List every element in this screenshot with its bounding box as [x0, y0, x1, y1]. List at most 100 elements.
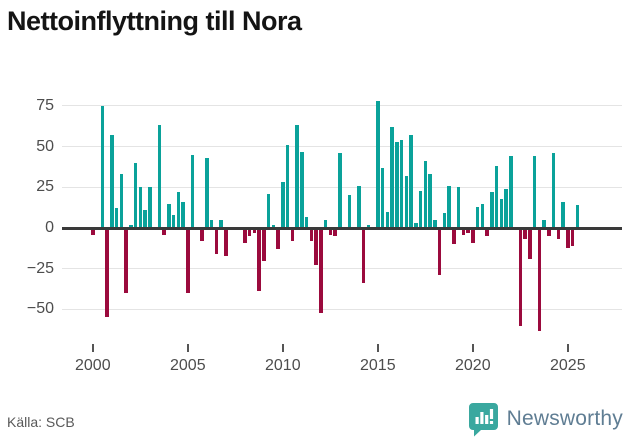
bar-quarter-45 — [304, 216, 309, 228]
bar-quarter-35 — [257, 228, 261, 292]
brand-name-text: Newsworthy — [506, 407, 623, 430]
y-axis-tick-label: 50 — [36, 137, 54, 155]
bar-quarter-51 — [333, 228, 337, 237]
bar-quarter-78 — [461, 228, 466, 235]
gridline-y-50 — [62, 308, 622, 310]
bar-quarter-40 — [281, 182, 285, 228]
bar-quarter-84 — [490, 192, 494, 228]
bar-quarter-43 — [295, 125, 299, 228]
bar-quarter-87 — [504, 188, 508, 228]
bar-quarter-86 — [499, 198, 504, 228]
bar-quarter-95 — [542, 219, 546, 228]
bar-quarter-71 — [428, 174, 432, 228]
bar-quarter-70 — [423, 161, 428, 228]
bar-quarter-76 — [452, 228, 456, 245]
bar-quarter-46 — [309, 228, 314, 242]
x-axis-tick-2020 — [471, 344, 474, 352]
x-axis-label-2020: 2020 — [455, 357, 491, 374]
bar-quarter-7 — [124, 228, 128, 294]
bar-quarter-42 — [290, 228, 295, 242]
x-axis-tick-2000 — [91, 344, 94, 352]
y-axis-tick-label: −50 — [26, 300, 54, 318]
bar-quarter-56 — [357, 185, 361, 228]
bar-quarter-54 — [347, 195, 352, 228]
bar-quarter-39 — [276, 228, 280, 250]
bar-quarter-97 — [551, 153, 556, 228]
x-axis-label-2000: 2000 — [75, 357, 111, 374]
bar-quarter-14 — [157, 125, 162, 228]
bar-quarter-98 — [556, 228, 561, 240]
bar-quarter-101 — [570, 228, 575, 246]
bar-quarter-77 — [456, 187, 461, 228]
bar-quarter-100 — [566, 228, 570, 248]
bar-quarter-9 — [133, 162, 138, 228]
bar-quarter-69 — [418, 190, 423, 228]
x-axis-label-2015: 2015 — [360, 357, 396, 374]
bar-quarter-15 — [162, 228, 166, 235]
bar-quarter-10 — [138, 187, 143, 228]
source-attribution: Källa: SCB — [7, 414, 75, 430]
bar-quarter-63 — [390, 127, 394, 228]
y-axis-tick-label: −25 — [26, 259, 54, 277]
bar-quarter-28 — [224, 228, 228, 256]
bar-quarter-92 — [528, 228, 532, 259]
bar-quarter-20 — [186, 228, 190, 294]
bar-quarter-75 — [447, 185, 451, 228]
bar-quarter-67 — [409, 135, 413, 228]
bar-quarter-32 — [243, 228, 247, 243]
bar-quarter-50 — [328, 228, 333, 235]
x-axis-label-2005: 2005 — [170, 357, 206, 374]
bar-quarter-93 — [532, 156, 537, 228]
bar-quarter-72 — [433, 219, 437, 228]
bar-quarter-83 — [485, 228, 489, 237]
bar-quarter-68 — [414, 223, 418, 228]
bar-quarter-21 — [190, 154, 195, 228]
bar-quarter-17 — [171, 214, 176, 228]
x-axis-tick-2025 — [566, 344, 569, 352]
bar-quarter-38 — [271, 224, 276, 228]
bar-quarter-37 — [266, 193, 271, 228]
bar-quarter-85 — [494, 166, 499, 228]
bar-quarter-27 — [219, 219, 223, 228]
bar-quarter-34 — [252, 228, 257, 233]
bar-quarter-12 — [148, 187, 152, 228]
bar-quarter-61 — [380, 167, 385, 228]
bar-quarter-88 — [509, 156, 513, 228]
bar-quarter-33 — [247, 228, 252, 237]
bar-quarter-64 — [395, 141, 399, 228]
bar-quarter-11 — [143, 210, 147, 228]
y-axis-tick-label: 25 — [36, 178, 54, 196]
bar-quarter-58 — [366, 224, 371, 228]
x-axis-label-2010: 2010 — [265, 357, 301, 374]
bar-quarter-41 — [285, 145, 290, 228]
bar-quarter-90 — [518, 228, 523, 326]
zero-axis-line — [62, 226, 622, 230]
bar-quarter-66 — [404, 175, 409, 228]
bar-quarter-25 — [209, 219, 214, 228]
bar-quarter-4 — [110, 135, 114, 228]
bar-quarter-18 — [176, 192, 181, 228]
bar-quarter-5 — [114, 208, 119, 228]
bar-quarter-26 — [214, 228, 219, 255]
bar-quarter-23 — [200, 228, 204, 242]
bar-quarter-47 — [314, 228, 318, 266]
bar-quarter-60 — [376, 101, 380, 228]
newsworthy-brand: Newsworthy — [468, 401, 623, 437]
bar-quarter-6 — [119, 174, 124, 228]
x-axis-label-2025: 2025 — [550, 357, 586, 374]
bar-quarter-81 — [475, 206, 480, 228]
gridline-y25 — [62, 186, 622, 188]
bar-quarter-65 — [399, 140, 404, 228]
x-axis-tick-2010 — [281, 344, 284, 352]
bar-quarter-0 — [91, 228, 95, 235]
gridline-y75 — [62, 105, 622, 107]
bar-quarter-8 — [129, 224, 133, 228]
bar-quarter-94 — [537, 228, 542, 331]
bar-quarter-91 — [523, 228, 527, 240]
bar-quarter-2 — [100, 105, 105, 228]
x-axis-tick-2015 — [376, 344, 379, 352]
y-axis-tick-label: 0 — [45, 219, 54, 236]
bar-quarter-102 — [575, 205, 580, 228]
newsworthy-logo-icon — [468, 402, 499, 437]
